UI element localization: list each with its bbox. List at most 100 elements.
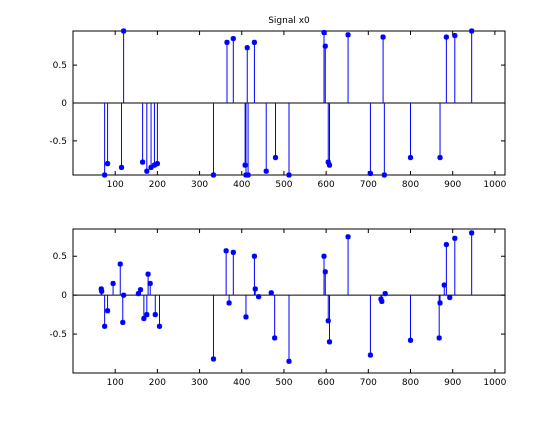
stem-marker [252, 286, 258, 292]
stem-marker [382, 291, 388, 297]
stem-marker [443, 241, 449, 248]
stem-marker [121, 292, 127, 298]
x-tick-label: 800 [402, 378, 419, 388]
stem-marker [230, 35, 236, 42]
stem-marker [99, 288, 105, 294]
x-tick-label: 800 [402, 180, 419, 190]
bottom-subplot: 100 200 300 400 500 600 700 800 900 1000 -0.5 0 0.5 [49, 228, 507, 388]
stem-marker [379, 298, 385, 304]
stem-marker [152, 312, 158, 318]
stem-marker [263, 168, 269, 174]
x-tick-label: 500 [275, 378, 292, 388]
stem-marker [110, 280, 116, 287]
x-tick-label: 1000 [483, 180, 506, 190]
x-tick-label: 200 [149, 180, 166, 190]
x-tick-label: 1000 [483, 378, 506, 388]
y-tick-label: 0 [61, 99, 67, 109]
stem-marker [102, 172, 108, 178]
stem-marker [154, 161, 160, 167]
y-tick-label: 0 [61, 291, 67, 301]
chart-title: Signal x0 [268, 16, 310, 26]
x-tick-label: 600 [318, 378, 335, 388]
stem-marker [345, 32, 351, 38]
stem-marker [321, 29, 327, 36]
stem-marker [345, 234, 351, 240]
x-tick-label: 900 [444, 378, 461, 388]
x-tick-label: 400 [233, 180, 250, 190]
stem-marker [144, 312, 150, 318]
stem-marker [244, 45, 250, 51]
stem-marker [437, 300, 443, 306]
stem-marker [117, 261, 123, 267]
x-tick-label: 600 [318, 180, 335, 190]
stem-marker [141, 315, 147, 322]
stem-marker [230, 249, 236, 255]
stem-marker [322, 269, 328, 275]
stem-marker [268, 290, 274, 296]
stem-marker [326, 339, 333, 345]
stem-marker [326, 162, 333, 168]
stem-marker [286, 358, 292, 364]
x-tick-label: 900 [444, 180, 461, 190]
stem-marker [147, 280, 153, 287]
stem-marker [381, 172, 387, 178]
x-tick-label: 300 [191, 180, 208, 190]
stem-marker [251, 253, 258, 259]
stem-marker [210, 356, 217, 362]
stem-marker [469, 230, 475, 236]
stem-marker [452, 235, 458, 241]
stem-marker [272, 335, 278, 341]
stem-marker [102, 323, 108, 329]
stem-marker [256, 294, 262, 300]
stem-marker [407, 154, 414, 161]
stem-marker [226, 300, 232, 306]
stem-marker [286, 172, 292, 178]
stem-marker [118, 164, 125, 171]
x-tick-label: 700 [360, 180, 377, 190]
stem-marker [367, 170, 374, 177]
stem-marker [120, 319, 126, 326]
stem-marker [443, 34, 449, 40]
stem-marker [367, 352, 374, 358]
stem-marker [223, 248, 229, 254]
x-tick-label: 100 [107, 180, 124, 190]
x-tick-label: 700 [360, 378, 377, 388]
stem-marker [447, 294, 453, 301]
stem-marker [243, 314, 249, 320]
x-tick-label: 300 [191, 378, 208, 388]
stem-marker [272, 154, 279, 161]
stem-marker [121, 28, 127, 34]
stem-marker [452, 32, 458, 39]
y-tick-label: 0.5 [53, 252, 67, 262]
stem-marker [436, 335, 442, 341]
x-tick-label: 100 [107, 378, 124, 388]
stem-marker [104, 308, 111, 314]
stem-marker [469, 28, 475, 34]
x-tick-label: 200 [149, 378, 166, 388]
stem-marker [380, 34, 386, 40]
stem-marker [245, 172, 251, 178]
y-tick-label: 0.5 [53, 61, 67, 71]
top-subplot: 100 200 300 400 500 600 700 800 900 1000 -0.5 0 0.5 S… [49, 16, 506, 190]
stem-marker [407, 337, 414, 343]
x-tick-label: 500 [275, 180, 292, 190]
y-tick-label: -0.5 [49, 137, 67, 147]
stem-marker [437, 154, 443, 161]
y-tick-label: -0.5 [49, 330, 67, 340]
stem-marker [104, 161, 111, 167]
stem-marker [251, 39, 258, 45]
stem-marker [325, 318, 331, 324]
stem-marker [140, 159, 146, 165]
stem-marker [321, 253, 327, 259]
stem-marker [224, 39, 230, 45]
stem-marker [144, 168, 150, 174]
stem-marker [156, 323, 163, 329]
stem-marker [210, 172, 217, 178]
x-tick-label: 400 [233, 378, 250, 388]
stem-marker [322, 43, 328, 49]
stem-marker [137, 287, 144, 293]
stem-marker [242, 162, 248, 168]
stem-marker [145, 271, 151, 277]
